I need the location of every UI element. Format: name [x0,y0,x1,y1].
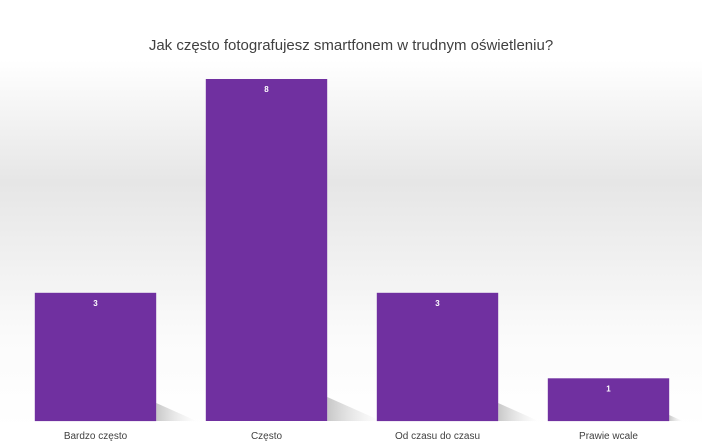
bar [376,292,499,422]
data-label: 3 [93,299,98,308]
x-tick-label: Często [251,431,283,442]
x-tick-label: Prawie wcale [579,431,638,442]
bar [547,378,670,422]
data-label: 8 [264,85,269,94]
bar-shadows [156,397,683,421]
bar-shadow [327,397,382,421]
data-labels: 3 8 3 1 [93,85,611,393]
data-label: 1 [606,384,611,393]
x-tick-label: Od czasu do czasu [395,431,480,442]
bar-shadow [669,415,683,421]
bar [34,292,157,422]
bar-shadow [498,403,539,421]
x-tick-label: Bardzo często [64,431,128,442]
bars [34,79,670,422]
bar-shadow [156,403,197,421]
x-axis-tick-labels: Bardzo często Często Od czasu do czasu Praw… [64,431,639,442]
chart-title: Jak często fotografujesz smartfonem w tr… [149,37,553,54]
bar [205,79,328,421]
data-label: 3 [435,299,440,308]
